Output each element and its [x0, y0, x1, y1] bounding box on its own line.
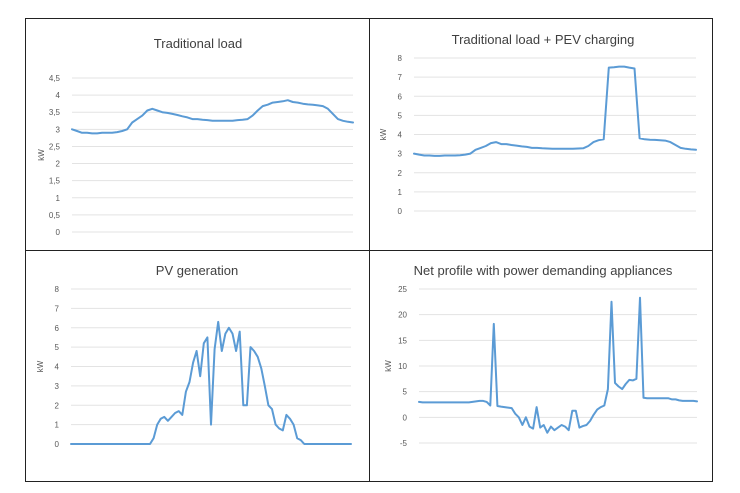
y-tick-label: 2 — [55, 401, 60, 410]
y-tick-label: 3,5 — [49, 108, 61, 117]
y-tick-label: 8 — [55, 285, 60, 294]
y-tick-label: 4,5 — [49, 74, 61, 83]
y-tick-label: 1 — [398, 188, 403, 197]
series-line — [418, 296, 698, 434]
chart-pv-generation: PV generation 0 1 2 3 4 5 6 7 8 kW — [36, 263, 352, 449]
y-tick-label: -5 — [400, 439, 408, 448]
grid-divider-horizontal — [26, 250, 712, 251]
y-tick-label: 0 — [55, 440, 60, 449]
chart-title: Net profile with power demanding applian… — [414, 263, 673, 278]
y-tick-label: 15 — [398, 336, 407, 345]
y-tick-label: 5 — [55, 343, 60, 352]
y-tick-label: 4 — [55, 363, 60, 372]
y-tick-label: 8 — [398, 54, 403, 63]
y-tick-label: 0 — [403, 413, 408, 422]
chart-title: Traditional load — [154, 36, 242, 51]
y-tick-label: 4 — [398, 131, 403, 140]
chart-title: PV generation — [156, 263, 238, 278]
y-tick-label: 5 — [403, 388, 408, 397]
y-tick-label: 1,5 — [49, 177, 61, 186]
y-axis-label: kW — [36, 360, 45, 372]
y-tick-label: 10 — [398, 362, 407, 371]
chart-traditional-load: Traditional load 0 0,5 1 1,5 2 2,5 3 3,5 4 4,5 kW — [37, 36, 354, 237]
y-tick-label: 7 — [55, 304, 60, 313]
y-tick-label: 0 — [56, 228, 61, 237]
y-tick-label: 2 — [56, 160, 61, 169]
y-tick-label: 3 — [398, 150, 403, 159]
y-axis-label: kW — [37, 149, 46, 161]
chart-net-profile: Net profile with power demanding applian… — [384, 263, 698, 448]
y-tick-label: 6 — [55, 324, 60, 333]
y-tick-label: 0 — [398, 207, 403, 216]
series-line — [413, 65, 697, 157]
chart-grid: Traditional load 0 0,5 1 1,5 2 2,5 3 3,5 4 4,5 kW T… — [25, 18, 713, 482]
y-tick-label: 25 — [398, 285, 407, 294]
y-tick-label: 3 — [55, 382, 60, 391]
y-tick-label: 5 — [398, 111, 403, 120]
y-axis-label: kW — [379, 128, 388, 140]
y-tick-label: 20 — [398, 311, 407, 320]
chart-title: Traditional load + PEV charging — [452, 32, 635, 47]
y-tick-label: 1 — [55, 421, 60, 430]
chart-traditional-load-pev: Traditional load + PEV charging 0 1 2 3 4 5 6 7 8… — [379, 32, 697, 216]
y-tick-label: 1 — [56, 194, 61, 203]
y-tick-label: 4 — [56, 91, 61, 100]
y-tick-label: 7 — [398, 73, 403, 82]
series-line — [70, 320, 352, 445]
y-tick-label: 3 — [56, 125, 61, 134]
y-tick-label: 6 — [398, 92, 403, 101]
series-line — [71, 99, 354, 135]
y-axis-label: kW — [384, 360, 393, 372]
y-tick-label: 0,5 — [49, 211, 61, 220]
y-tick-label: 2 — [398, 169, 403, 178]
y-tick-label: 2,5 — [49, 142, 61, 151]
